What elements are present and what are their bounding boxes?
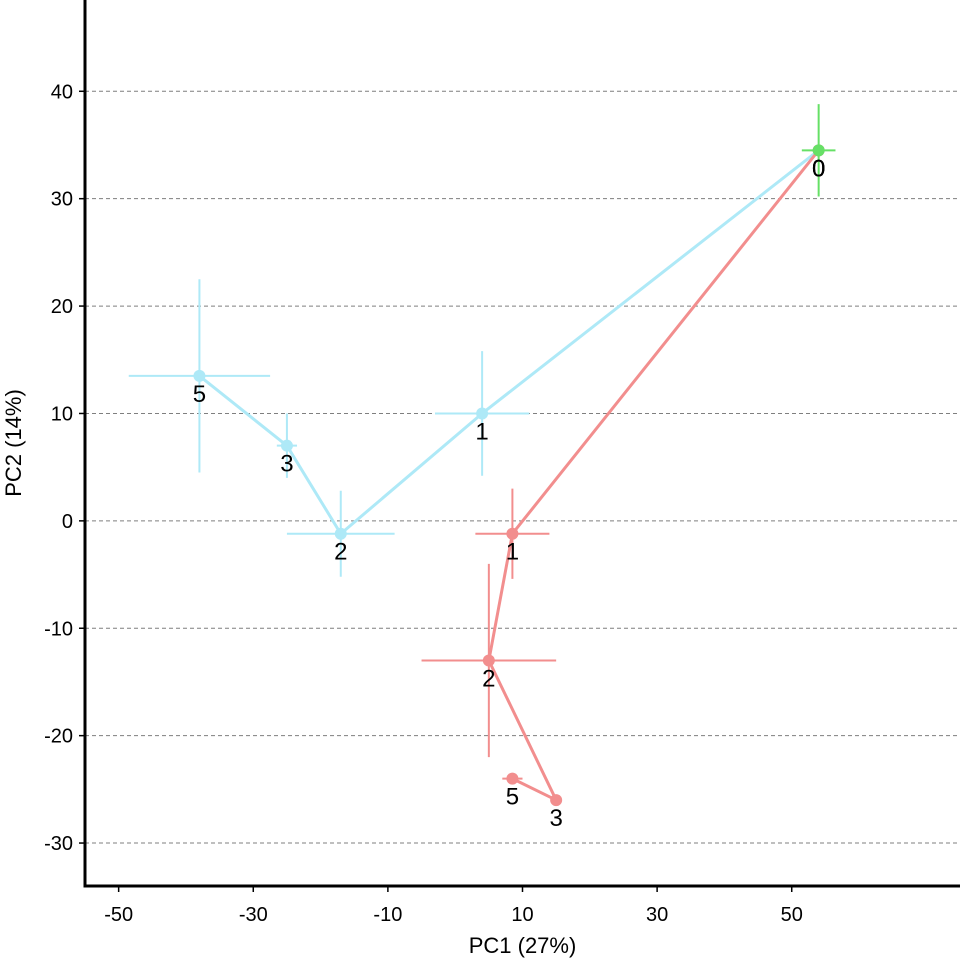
point-label: 1 <box>506 539 519 566</box>
point-label: 2 <box>334 539 347 566</box>
point-label: 0 <box>812 155 825 182</box>
series-0 <box>128 144 825 577</box>
point-label: 0 <box>812 155 825 182</box>
point-label: 0 <box>812 155 825 182</box>
data-point <box>506 772 519 785</box>
y-tick-label: -10 <box>44 618 73 640</box>
data-point <box>812 144 825 157</box>
data-point <box>550 794 563 807</box>
y-tick-label: 30 <box>51 189 73 211</box>
y-tick-label: 10 <box>51 403 73 425</box>
x-tick-label: 10 <box>511 904 533 926</box>
x-tick-label: 30 <box>646 904 668 926</box>
x-tick-label: -10 <box>373 904 402 926</box>
point-label: 3 <box>549 805 562 832</box>
data-point <box>193 369 206 382</box>
data-point <box>280 439 293 452</box>
y-axis-title: PC2 (14%) <box>1 389 26 497</box>
y-tick-label: 20 <box>51 296 73 318</box>
data-point <box>334 527 347 540</box>
y-tick-label: 40 <box>51 81 73 103</box>
axis-ticks: -30 -20 -10 0 10 20 30 40 -50 -30 -10 10 30 50 <box>44 81 803 926</box>
y-tick-label: -20 <box>44 726 73 748</box>
y-tick-label: -30 <box>44 833 73 855</box>
point-label: 3 <box>280 451 293 478</box>
series-2 <box>801 104 836 197</box>
point-label: 5 <box>193 381 206 408</box>
data-point <box>482 654 495 667</box>
data-point <box>506 527 519 540</box>
point-label: 1 <box>475 418 488 445</box>
y-tick-label: 0 <box>62 511 73 533</box>
x-tick-label: -50 <box>104 904 133 926</box>
x-axis-title: PC1 (27%) <box>469 933 577 958</box>
point-label: 5 <box>506 784 519 811</box>
series-line <box>487 149 820 802</box>
x-tick-label: -30 <box>239 904 268 926</box>
point-label: 2 <box>482 665 495 692</box>
data-point <box>476 407 489 420</box>
x-tick-label: 50 <box>781 904 803 926</box>
axes <box>83 0 960 888</box>
series-layer <box>128 104 836 807</box>
series-1 <box>421 144 825 807</box>
